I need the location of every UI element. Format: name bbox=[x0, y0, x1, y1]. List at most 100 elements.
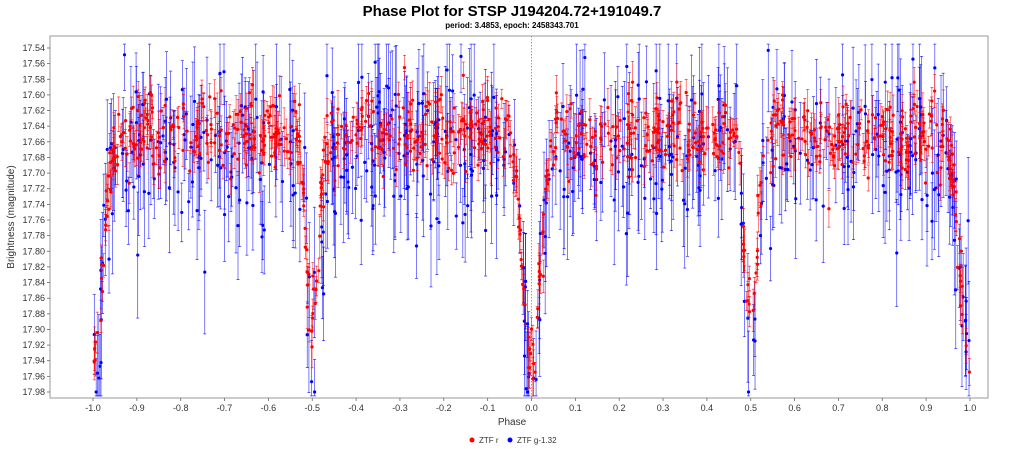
data-point bbox=[911, 57, 915, 61]
data-point bbox=[305, 333, 309, 337]
data-point bbox=[385, 84, 389, 88]
data-point bbox=[438, 97, 442, 102]
data-point bbox=[355, 154, 359, 158]
data-point bbox=[798, 151, 802, 155]
x-tick-label: -0.7 bbox=[217, 403, 233, 413]
data-point bbox=[954, 288, 958, 292]
data-point bbox=[379, 146, 384, 150]
data-point bbox=[222, 70, 226, 74]
data-point bbox=[469, 119, 474, 124]
data-point bbox=[167, 186, 171, 190]
data-point bbox=[890, 76, 894, 80]
data-point bbox=[771, 164, 775, 168]
data-point bbox=[325, 142, 329, 146]
data-point bbox=[360, 75, 364, 79]
data-point bbox=[870, 77, 874, 82]
data-point bbox=[417, 101, 421, 106]
data-point bbox=[187, 200, 191, 204]
y-tick-label: 17.98 bbox=[22, 387, 45, 397]
data-point bbox=[522, 287, 526, 291]
data-point bbox=[929, 119, 933, 123]
data-point bbox=[185, 129, 189, 133]
data-point bbox=[541, 231, 545, 235]
data-point bbox=[180, 210, 184, 215]
data-point bbox=[645, 149, 649, 153]
y-tick-label: 17.68 bbox=[22, 152, 45, 162]
data-point bbox=[671, 121, 675, 125]
data-point bbox=[645, 132, 649, 136]
data-point bbox=[273, 151, 277, 155]
data-point bbox=[903, 127, 907, 131]
data-point bbox=[310, 345, 314, 349]
data-point bbox=[720, 157, 724, 161]
y-axis: 17.54 17.56 17.58 17.60 17.62 17.64 17.66 17.68… bbox=[22, 43, 50, 397]
data-point bbox=[563, 139, 568, 143]
data-point bbox=[883, 159, 887, 163]
data-point bbox=[657, 131, 661, 135]
data-point bbox=[191, 122, 195, 127]
data-point bbox=[958, 274, 962, 278]
data-point bbox=[251, 203, 255, 208]
data-point bbox=[303, 226, 307, 230]
data-point bbox=[777, 107, 781, 111]
data-point bbox=[727, 166, 731, 170]
data-point bbox=[758, 183, 762, 187]
data-point bbox=[518, 204, 522, 208]
data-point bbox=[930, 219, 934, 223]
data-point bbox=[347, 185, 351, 190]
data-point bbox=[333, 145, 337, 149]
data-point bbox=[401, 106, 405, 110]
data-point bbox=[407, 118, 412, 122]
data-point bbox=[506, 114, 510, 118]
data-point bbox=[524, 387, 528, 391]
data-point bbox=[872, 136, 877, 140]
data-point bbox=[492, 95, 496, 100]
data-point bbox=[346, 180, 350, 184]
y-tick-label: 17.64 bbox=[22, 121, 45, 131]
data-point bbox=[814, 154, 819, 159]
data-point bbox=[383, 156, 387, 160]
data-point bbox=[675, 135, 680, 139]
data-point bbox=[399, 194, 403, 198]
data-point bbox=[912, 135, 916, 139]
data-point bbox=[525, 322, 529, 326]
data-point bbox=[415, 156, 419, 160]
data-point bbox=[432, 134, 436, 138]
data-point bbox=[215, 111, 219, 115]
data-point bbox=[814, 198, 818, 202]
data-point bbox=[245, 106, 249, 110]
data-point bbox=[219, 143, 223, 147]
data-point bbox=[239, 120, 243, 124]
data-point bbox=[329, 151, 333, 155]
data-point bbox=[897, 88, 901, 92]
data-point bbox=[463, 212, 467, 217]
data-point bbox=[359, 108, 364, 112]
data-point bbox=[666, 99, 670, 103]
data-point bbox=[967, 370, 972, 374]
data-point bbox=[871, 153, 875, 157]
data-point bbox=[112, 126, 116, 130]
data-point bbox=[571, 189, 575, 194]
data-point bbox=[451, 89, 455, 93]
data-point bbox=[469, 173, 474, 177]
data-point bbox=[852, 170, 856, 175]
data-point bbox=[866, 120, 871, 124]
data-point bbox=[827, 125, 832, 129]
data-point bbox=[144, 116, 148, 120]
data-point bbox=[312, 390, 317, 394]
data-point bbox=[139, 113, 143, 117]
data-point bbox=[808, 168, 812, 172]
data-point bbox=[720, 115, 724, 119]
data-point bbox=[675, 80, 679, 84]
data-point bbox=[774, 113, 778, 117]
data-point bbox=[245, 201, 249, 205]
y-tick-label: 17.66 bbox=[22, 137, 45, 147]
data-point bbox=[669, 159, 673, 163]
data-point bbox=[381, 174, 385, 179]
data-point bbox=[107, 207, 111, 211]
data-point bbox=[866, 146, 871, 150]
data-point bbox=[654, 211, 659, 216]
data-point bbox=[516, 225, 521, 229]
data-point bbox=[357, 80, 361, 84]
data-point bbox=[440, 137, 444, 141]
